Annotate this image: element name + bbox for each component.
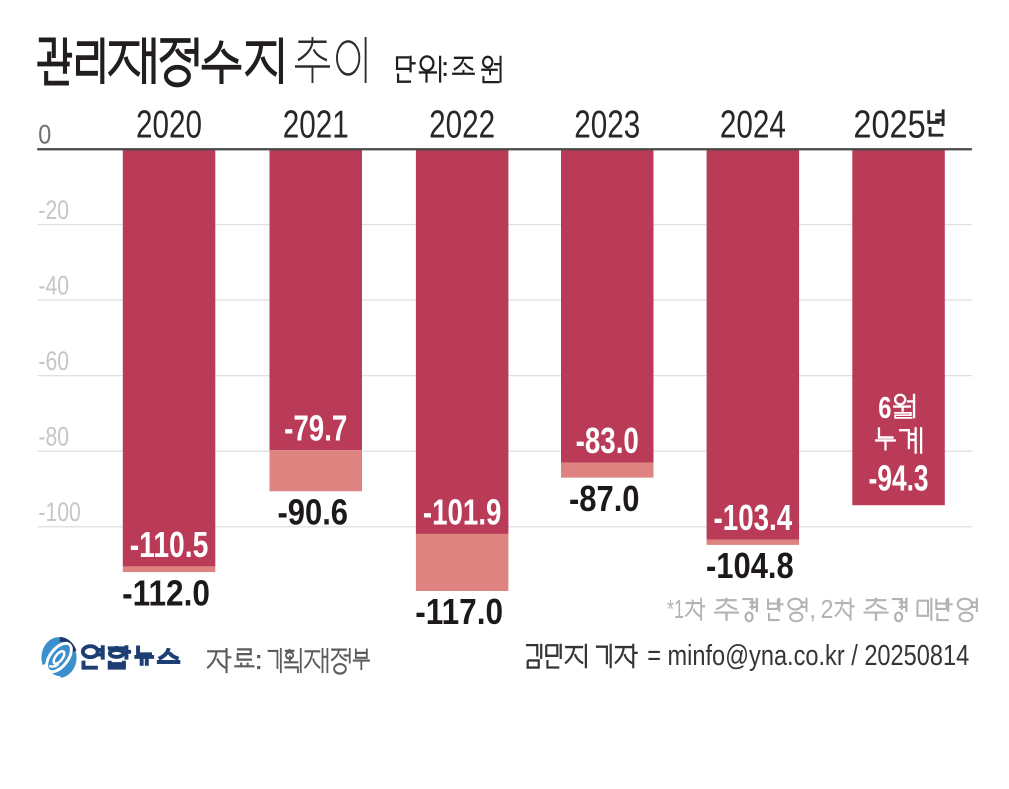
svg-text:= minfo@yna.co.kr / 20250814: = minfo@yna.co.kr / 20250814 bbox=[647, 640, 969, 672]
svg-text:-80: -80 bbox=[38, 422, 69, 452]
svg-text:-79.7: -79.7 bbox=[284, 408, 347, 449]
svg-text:0: 0 bbox=[38, 120, 51, 150]
svg-text:2: 2 bbox=[821, 594, 834, 624]
svg-text:-101.9: -101.9 bbox=[423, 491, 502, 532]
svg-text:-94.3: -94.3 bbox=[869, 457, 929, 498]
svg-text:-117.0: -117.0 bbox=[415, 591, 503, 632]
svg-text:-40: -40 bbox=[38, 271, 69, 301]
svg-text:-100: -100 bbox=[38, 497, 80, 527]
svg-text:,: , bbox=[809, 594, 816, 624]
svg-text:-87.0: -87.0 bbox=[569, 478, 640, 519]
svg-text:2025: 2025 bbox=[853, 104, 925, 147]
svg-text:2021: 2021 bbox=[283, 104, 349, 147]
svg-text:*1: *1 bbox=[667, 594, 684, 624]
svg-text:-90.6: -90.6 bbox=[277, 491, 348, 532]
svg-text:2022: 2022 bbox=[429, 104, 495, 147]
svg-text:-83.0: -83.0 bbox=[576, 420, 639, 461]
svg-text:-20: -20 bbox=[38, 195, 69, 225]
svg-text:-110.5: -110.5 bbox=[130, 524, 209, 565]
svg-text:-103.4: -103.4 bbox=[714, 497, 793, 538]
svg-text:-112.0: -112.0 bbox=[122, 572, 210, 613]
svg-text:2023: 2023 bbox=[574, 104, 640, 147]
svg-text:-104.8: -104.8 bbox=[706, 545, 794, 586]
svg-text:-60: -60 bbox=[38, 346, 69, 376]
svg-text:2024: 2024 bbox=[720, 104, 786, 147]
svg-text:6: 6 bbox=[878, 390, 891, 425]
svg-text:2020: 2020 bbox=[136, 104, 202, 147]
